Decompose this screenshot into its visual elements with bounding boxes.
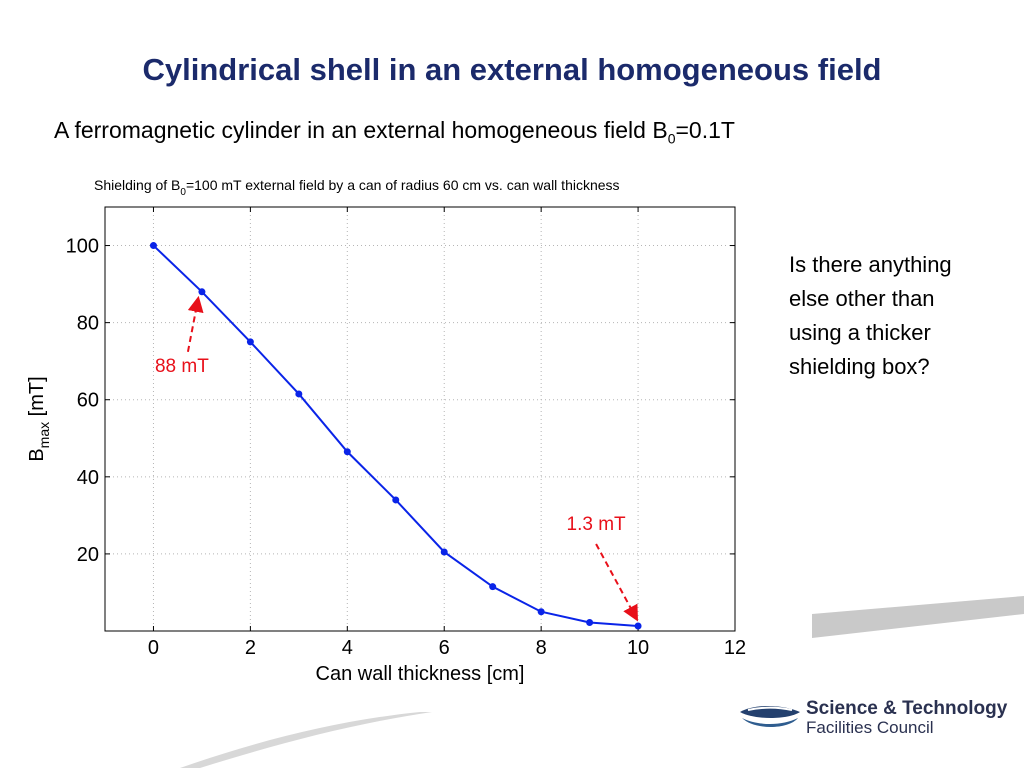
shielding-chart: Shielding of B0=100 mT external field by… [26,177,746,685]
decorative-swoosh-left [180,712,432,768]
x-tick-label: 8 [536,637,547,659]
x-tick-label: 10 [627,637,649,659]
logo-text-line1: Science & Technology [806,698,1008,719]
data-point [586,619,594,627]
slide-title: Cylindrical shell in an external homogen… [142,52,882,87]
y-tick-label: 80 [77,313,99,335]
series-line [152,244,639,627]
y-axis-label-tail: [mT] [26,376,48,422]
y-tick-label: 60 [77,390,99,412]
series-points [149,242,642,630]
annotation-label: 1.3 mT [567,514,627,535]
x-axis-ticks: 0 2 4 6 8 10 12 [148,207,746,659]
side-note: Is there anything else other than using … [789,252,952,379]
data-point [392,496,400,504]
stfc-logo-icon [740,706,800,727]
x-tick-label: 2 [245,637,256,659]
data-point [634,622,642,630]
y-tick-label: 40 [77,467,99,489]
data-point [489,583,497,591]
x-tick-label: 12 [724,637,746,659]
subtitle-main: A ferromagnetic cylinder in an external … [54,117,668,143]
annotation-arrow [186,295,204,352]
data-point [440,548,448,556]
chart-title-main: Shielding of B [94,177,180,193]
subtitle-subscript: 0 [667,130,676,147]
decorative-swoosh-right [812,596,1024,638]
y-tick-label: 100 [66,236,99,258]
data-point [149,242,157,250]
data-point [295,390,303,398]
plot-area-frame [104,206,736,632]
data-point [537,608,545,616]
data-point [198,288,206,296]
y-axis-ticks: 20 40 60 80 100 [66,236,735,566]
y-axis-label-main: B [26,448,48,461]
y-axis-label-subscript: max [36,422,52,448]
chart-title-subscript: 0 [180,187,186,198]
annotation-label: 88 mT [155,356,209,377]
slide-subtitle: A ferromagnetic cylinder in an external … [54,117,735,147]
x-axis-label: Can wall thickness [cm] [316,663,525,685]
y-tick-label: 20 [77,544,99,566]
data-point [246,338,254,346]
x-tick-label: 0 [148,637,159,659]
grid-lines [105,207,736,631]
logo-text-line2: Facilities Council [806,718,934,737]
chart-title-tail: =100 mT external field by a can of radiu… [186,177,620,193]
y-axis-label: Bmax [mT] [26,376,52,461]
annotation-arrow [595,543,638,622]
data-point [343,448,351,456]
x-tick-label: 6 [439,637,450,659]
subtitle-tail: =0.1T [675,117,735,143]
x-tick-label: 4 [342,637,353,659]
chart-title: Shielding of B0=100 mT external field by… [94,177,620,198]
annotations: 88 mT 1.3 mT [155,295,638,622]
